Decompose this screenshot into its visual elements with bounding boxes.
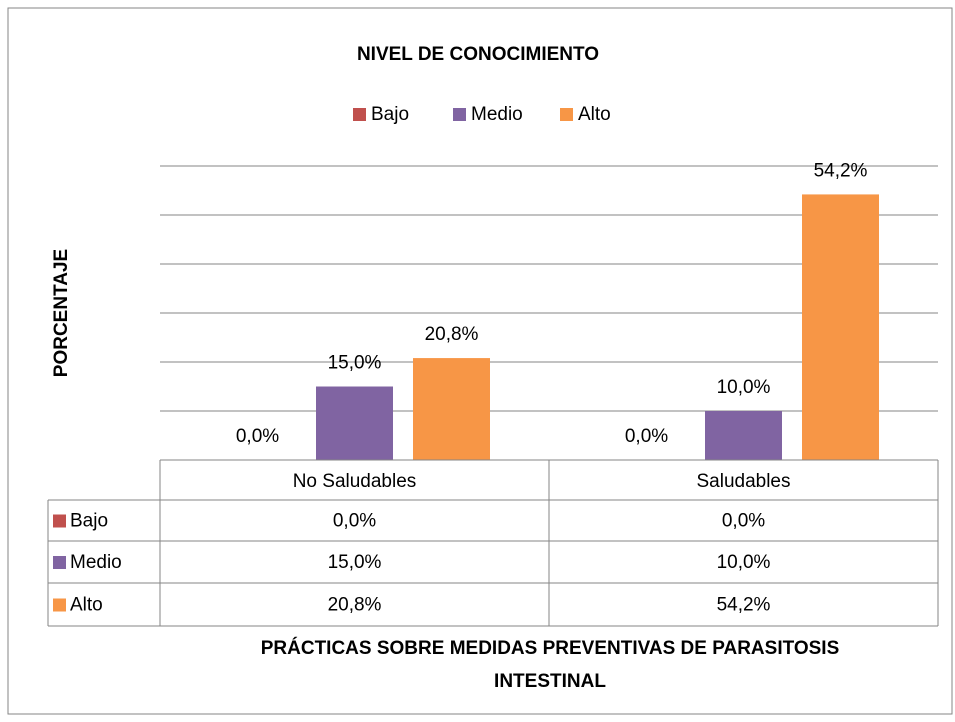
- data-label: 20,8%: [425, 324, 479, 345]
- table-row-label: Medio: [70, 552, 122, 573]
- bar: [413, 358, 490, 460]
- legend-label: Medio: [471, 104, 523, 125]
- data-label: 0,0%: [236, 426, 279, 447]
- chart-title: NIVEL DE CONOCIMIENTO: [357, 44, 599, 65]
- legend-swatch: [560, 108, 573, 121]
- bar: [316, 386, 393, 460]
- data-label: 15,0%: [328, 353, 382, 374]
- table-row-label: Bajo: [70, 511, 108, 532]
- table-cell: 0,0%: [333, 511, 376, 532]
- data-label: 10,0%: [717, 377, 771, 398]
- legend-label: Alto: [578, 104, 611, 125]
- x-tick-label: Saludables: [696, 471, 790, 492]
- table-swatch: [53, 598, 66, 612]
- x-tick-label: No Saludables: [293, 471, 417, 492]
- y-axis-title: PORCENTAJE: [51, 249, 72, 377]
- table-cell: 20,8%: [328, 595, 382, 616]
- table-cell: 15,0%: [328, 552, 382, 573]
- table-swatch: [53, 556, 66, 569]
- x-axis-title: PRÁCTICAS SOBRE MEDIDAS PREVENTIVAS DE P…: [260, 638, 840, 692]
- legend-swatch: [453, 108, 466, 121]
- table-cell: 10,0%: [717, 552, 771, 573]
- table-cell: 54,2%: [717, 595, 771, 616]
- table-cell: 0,0%: [722, 511, 765, 532]
- bar: [802, 194, 879, 461]
- table-row-label: Alto: [70, 595, 103, 616]
- bar: [705, 411, 782, 460]
- legend-swatch: [353, 108, 366, 121]
- data-label: 0,0%: [625, 426, 668, 447]
- data-label: 54,2%: [814, 160, 868, 181]
- legend-label: Bajo: [371, 104, 409, 125]
- table-swatch: [53, 514, 66, 528]
